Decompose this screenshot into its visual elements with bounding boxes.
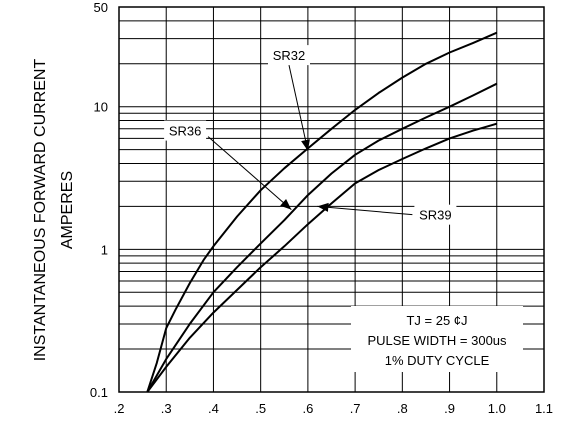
x-tick-label: .9 bbox=[444, 401, 455, 416]
plot-frame bbox=[118, 6, 545, 393]
tick-labels: .2 .3 .4 .5 .6 .7 .8 .9 1.0 1.1 0.1 1 10 50 bbox=[90, 0, 553, 416]
note-box bbox=[351, 306, 523, 372]
y-axis-title-line-2: AMPERES bbox=[59, 171, 76, 249]
series-label-sr32: SR32 bbox=[273, 48, 306, 63]
x-tick-label: .6 bbox=[302, 401, 313, 416]
series-line-sr32 bbox=[146, 31, 498, 393]
x-tick-label: .5 bbox=[255, 401, 266, 416]
x-tick-label: .7 bbox=[350, 401, 361, 416]
x-tick-label: .4 bbox=[208, 401, 219, 416]
x-tick-label: .3 bbox=[161, 401, 172, 416]
series-line-sr39 bbox=[146, 122, 498, 393]
annotation-arrowhead bbox=[301, 139, 310, 151]
x-tick-label: .2 bbox=[114, 401, 125, 416]
note-line-2: PULSE WIDTH = 300us bbox=[367, 333, 507, 348]
annotation-arrow-line bbox=[207, 136, 292, 210]
series-label-sr36: SR36 bbox=[169, 124, 202, 139]
note-line-3: 1% DUTY CYCLE bbox=[385, 353, 490, 368]
x-tick-label: 1.1 bbox=[535, 401, 553, 416]
series-lines bbox=[146, 31, 498, 393]
y-tick-label: 0.1 bbox=[90, 385, 108, 400]
annotation-bg bbox=[268, 45, 310, 66]
annotation-arrowhead bbox=[280, 198, 292, 210]
y-tick-label: 1 bbox=[101, 242, 108, 257]
y-axis-title-line-1: INSTANTANEOUS FORWARD CURRENT bbox=[32, 59, 49, 362]
x-tick-label: .8 bbox=[397, 401, 408, 416]
annotation-arrow-line bbox=[317, 205, 413, 216]
y-tick-label: 10 bbox=[94, 100, 108, 115]
x-tick-label: 1.0 bbox=[488, 401, 506, 416]
annotation-bg bbox=[164, 120, 207, 141]
series-annotations: SR32 SR36 SR39 bbox=[164, 45, 457, 225]
test-conditions-note: TJ = 25 ¢J PULSE WIDTH = 300us 1% DUTY C… bbox=[351, 306, 523, 372]
annotation-arrow-line bbox=[288, 64, 309, 152]
annotation-arrowhead bbox=[317, 202, 329, 212]
series-line-sr36 bbox=[146, 82, 498, 393]
series-label-sr39: SR39 bbox=[419, 208, 452, 223]
annotation-bg bbox=[414, 204, 457, 225]
note-line-1: TJ = 25 ¢J bbox=[406, 313, 467, 328]
y-tick-label: 50 bbox=[94, 0, 108, 15]
y-axis-title: INSTANTANEOUS FORWARD CURRENT AMPERES bbox=[32, 59, 76, 362]
